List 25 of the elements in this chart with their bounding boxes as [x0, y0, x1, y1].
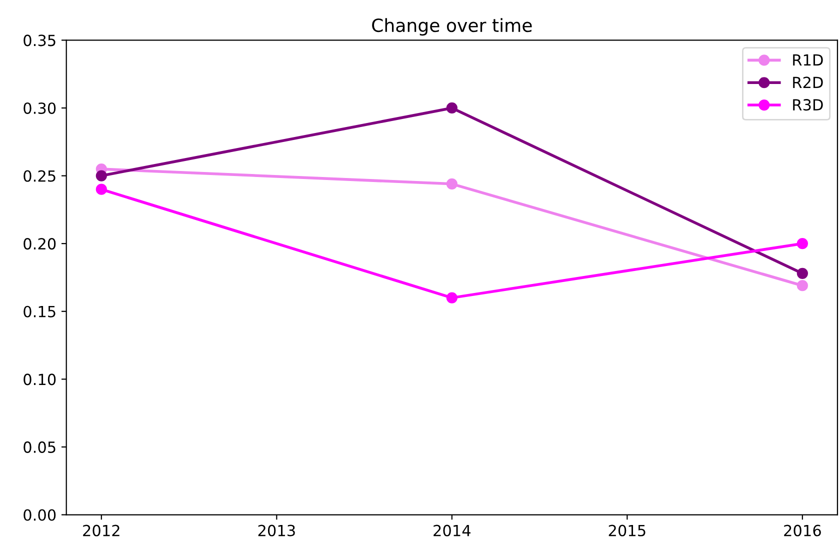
x-tick-label: 2014 — [434, 524, 471, 536]
point — [796, 268, 808, 279]
y-tick-label: 0.35 — [24, 34, 56, 46]
x-tick-label: 2015 — [608, 524, 646, 536]
y-tick-label: 0.25 — [24, 170, 56, 182]
legend-label: R1D — [793, 54, 823, 66]
point — [96, 170, 107, 182]
chart-title: Change over time — [372, 18, 532, 36]
point — [446, 102, 458, 114]
point — [96, 184, 107, 195]
legend-label: R3D — [793, 99, 823, 111]
x-tick-label: 2013 — [258, 524, 295, 536]
x-tick-label: 2012 — [83, 524, 120, 536]
y-tick-label: 0.30 — [24, 102, 56, 114]
point — [796, 238, 808, 250]
legend-label: R2D — [793, 76, 823, 88]
y-tick-label: 0.10 — [24, 374, 56, 386]
y-tick-label: 0.05 — [24, 441, 56, 453]
y-tick-label: 0.15 — [24, 306, 56, 318]
point — [446, 292, 458, 304]
y-tick-label: 0.00 — [24, 509, 56, 521]
point — [796, 280, 808, 292]
y-tick-label: 0.20 — [24, 238, 56, 250]
x-tick-label: 2016 — [784, 524, 821, 536]
point — [446, 178, 458, 190]
